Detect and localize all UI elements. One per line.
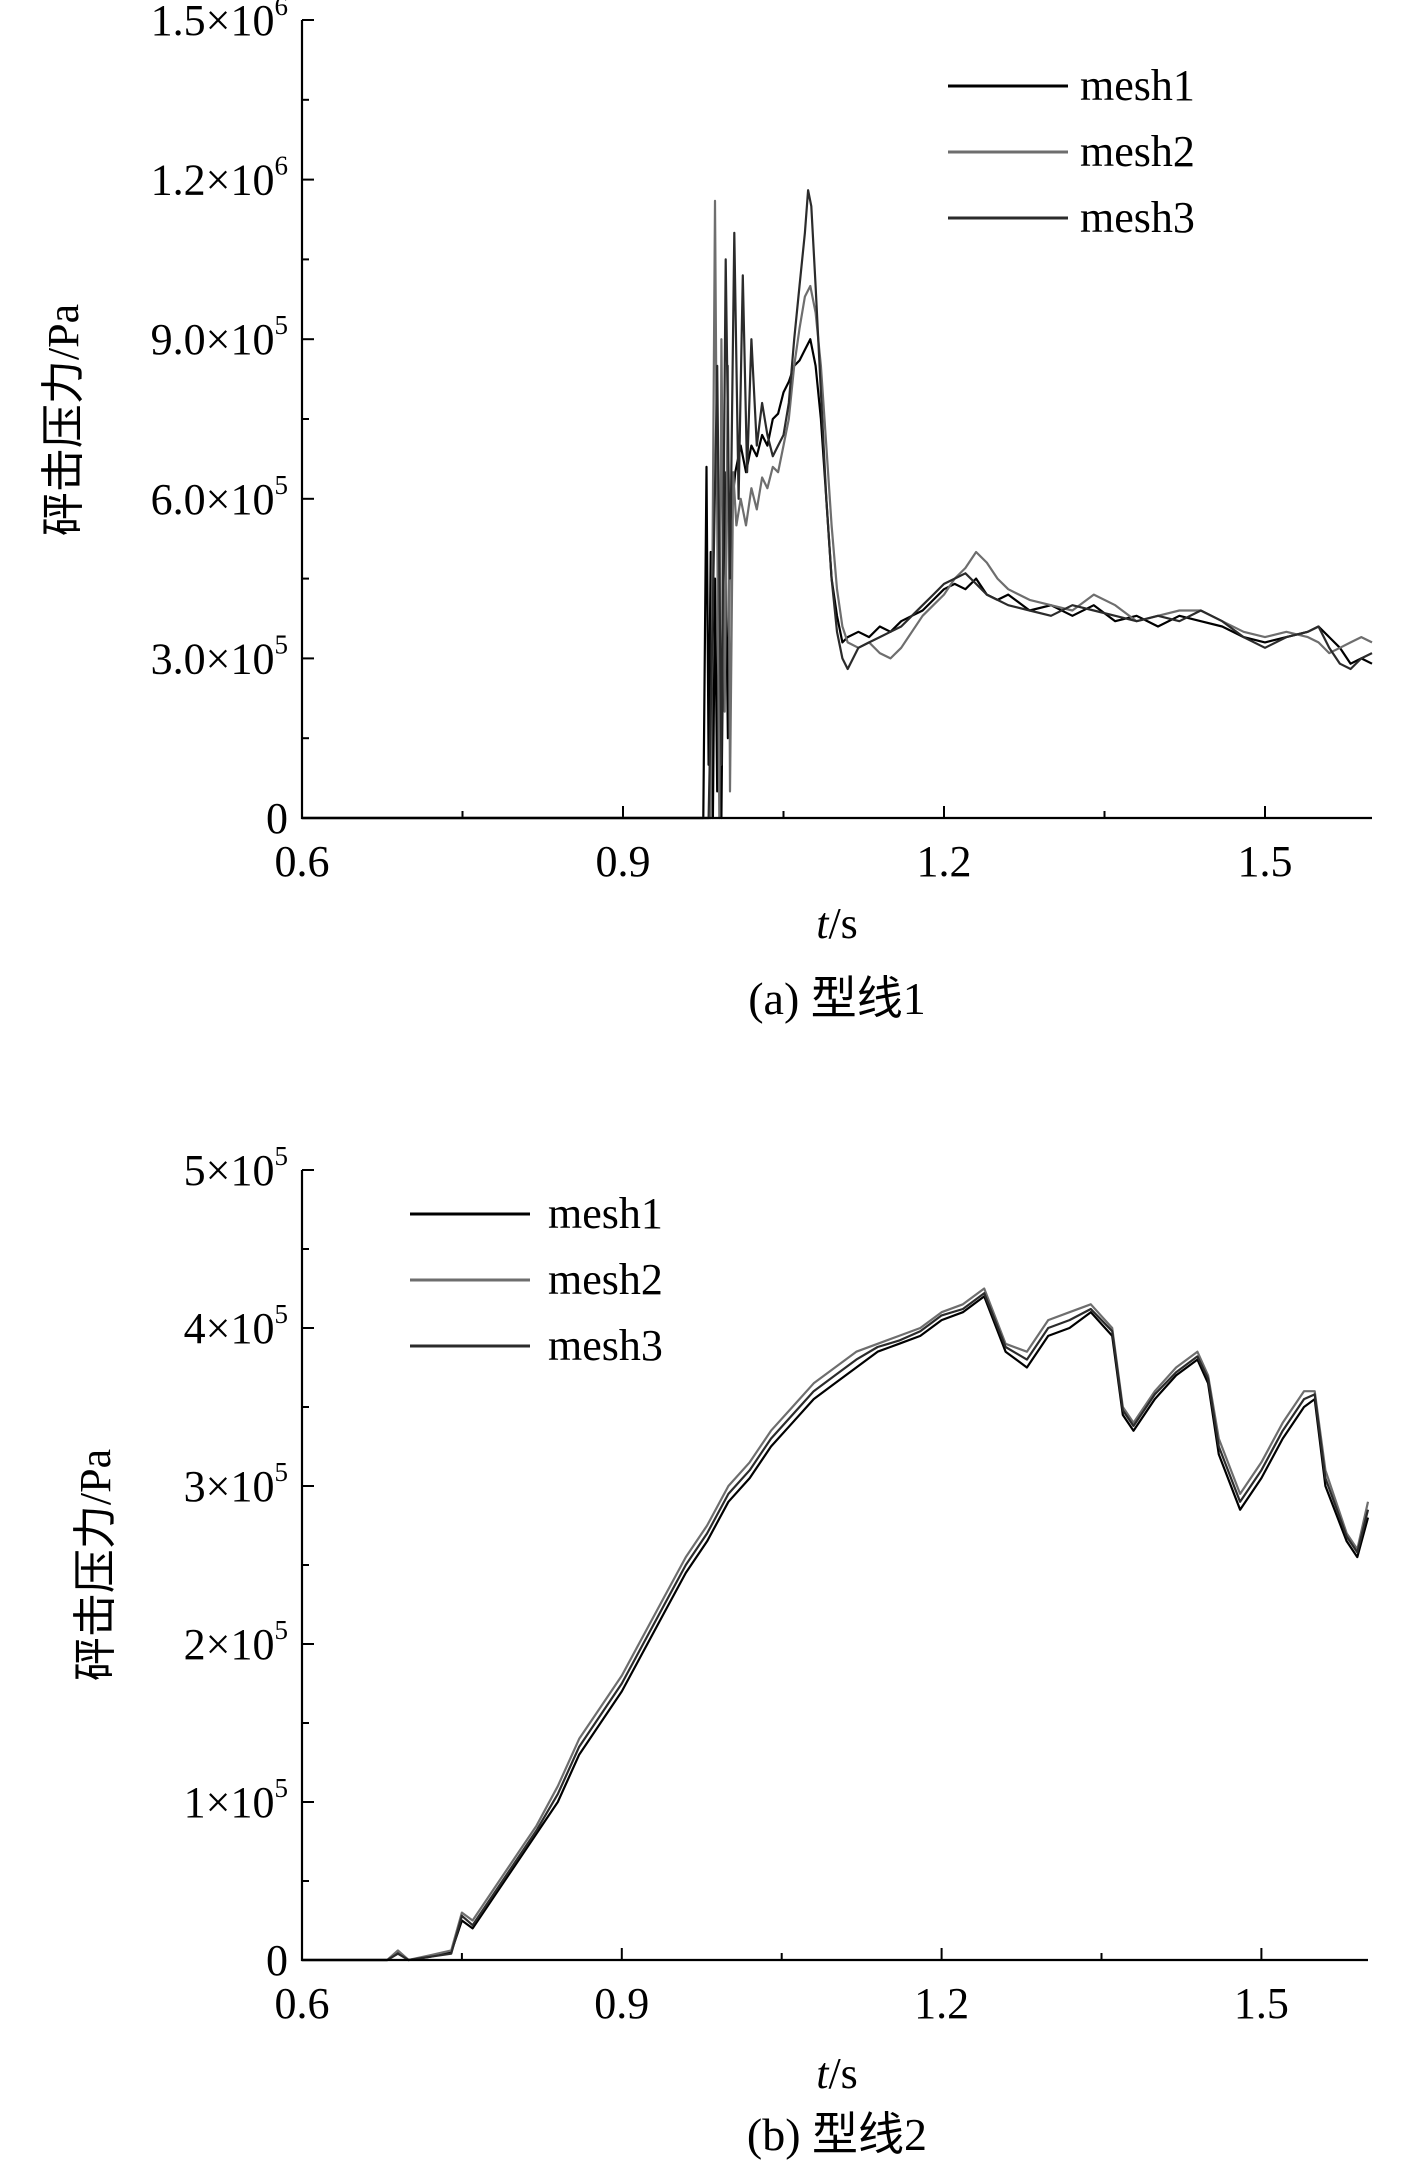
- chart-b-x-tick-label: 0.6: [275, 1979, 330, 2028]
- chart-a-y-tick-label: 1.5×106: [151, 0, 288, 45]
- chart-a-y-tick-label: 6.0×105: [151, 470, 288, 524]
- chart-b-x-axis-label: t/s: [816, 2049, 858, 2098]
- chart-b-caption: (b) 型线2: [747, 2109, 927, 2160]
- chart-a-x-tick-label: 1.2: [917, 837, 972, 886]
- chart-a-legend: mesh1 mesh2 mesh3: [948, 61, 1195, 242]
- chart-a-y-tick-label-base: 1.5×10: [151, 0, 275, 45]
- chart-b-y-tick-label-base: 2×10: [184, 1620, 275, 1669]
- chart-b-x-tick-label: 0.9: [594, 1979, 649, 2028]
- chart-b-y-tick-label-exp: 5: [275, 1773, 289, 1803]
- chart-b-x-axis-label-symbol: t: [816, 2049, 830, 2098]
- chart-a-x-tick-label: 0.6: [275, 837, 330, 886]
- chart-a-legend-label-mesh2: mesh2: [1080, 127, 1195, 176]
- chart-a-x-axis-label-symbol: t: [816, 899, 830, 948]
- chart-a-y-tick-label-base: 1.2×10: [151, 156, 275, 205]
- chart-b-x-tick-label: 1.5: [1234, 1979, 1289, 2028]
- chart-a-y-tick-label-exp: 6: [275, 0, 289, 21]
- chart-b-y-tick-label-exp: 5: [275, 1299, 289, 1329]
- chart-b-y-tick-label-exp: 5: [275, 1457, 289, 1487]
- chart-a: 0.6 0.9 1.2 1.503.0×1056.0×1059.0×1051.2×10…: [39, 0, 1373, 1024]
- chart-b-y-tick-label-base: 5×10: [184, 1146, 275, 1195]
- chart-b-series-mesh1: [302, 1295, 1370, 1962]
- chart-a-axes: [300, 20, 1372, 820]
- chart-a-series-mesh3: [302, 189, 1373, 820]
- chart-b-y-tick-label-exp: 5: [275, 1615, 289, 1645]
- chart-a-x-axis-label: t/s: [816, 899, 858, 948]
- chart-b-y-tick-label: 0: [266, 1936, 288, 1985]
- chart-a-y-axis-label: 砰击压力/Pa: [39, 304, 88, 536]
- chart-a-y-tick-label-exp: 6: [275, 151, 289, 181]
- chart-b-y-tick-label: 1×105: [184, 1773, 288, 1827]
- chart-a-x-tick-label: 0.9: [596, 837, 651, 886]
- chart-b-legend: mesh1 mesh2 mesh3: [410, 1189, 663, 1370]
- chart-a-caption: (a) 型线1: [748, 973, 926, 1024]
- chart-a-legend-label-mesh1: mesh1: [1080, 61, 1195, 110]
- chart-a-y-tick-label: 0: [266, 794, 288, 843]
- chart-b-x-axis-label-unit: /s: [828, 2049, 857, 2098]
- chart-b-legend-label-mesh3: mesh3: [548, 1321, 663, 1370]
- chart-a-series-mesh2: [302, 199, 1373, 820]
- chart-a-y-tick-label-base: 3.0×10: [151, 634, 275, 683]
- chart-a-y-tick-label-base: 0: [266, 794, 288, 843]
- chart-b-y-tick-label-base: 3×10: [184, 1462, 275, 1511]
- chart-b-y-tick-label-base: 1×10: [184, 1778, 275, 1827]
- chart-b-axes: [300, 1170, 1368, 1962]
- chart-a-x-axis-label-unit: /s: [828, 899, 857, 948]
- chart-a-x-tick-label: 1.5: [1238, 837, 1293, 886]
- chart-a-y-tick-label-base: 9.0×10: [151, 315, 275, 364]
- chart-b-legend-label-mesh2: mesh2: [548, 1255, 663, 1304]
- chart-b-y-tick-label-base: 4×10: [184, 1304, 275, 1353]
- chart-b-y-tick-label-base: 0: [266, 1936, 288, 1985]
- chart-b-y-tick-label-exp: 5: [275, 1141, 289, 1171]
- chart-b-y-tick-label: 4×105: [184, 1299, 288, 1353]
- chart-a-ticks: 0.6 0.9 1.2 1.503.0×1056.0×1059.0×1051.2×10…: [151, 0, 1293, 886]
- chart-a-y-tick-label-exp: 5: [275, 629, 289, 659]
- chart-a-y-tick-label-exp: 5: [275, 470, 289, 500]
- chart-a-y-tick-label: 9.0×105: [151, 310, 288, 364]
- chart-b-y-axis-label: 砰击压力/Pa: [71, 1449, 120, 1681]
- chart-b-x-tick-label: 1.2: [914, 1979, 969, 2028]
- chart-a-y-tick-label-base: 6.0×10: [151, 475, 275, 524]
- chart-b-y-tick-label: 2×105: [184, 1615, 288, 1669]
- chart-a-series: [302, 189, 1373, 820]
- chart-b-y-tick-label: 3×105: [184, 1457, 288, 1511]
- chart-b-series: [302, 1287, 1370, 1962]
- chart-b-series-mesh2: [302, 1287, 1370, 1962]
- chart-b-series-mesh3: [302, 1292, 1370, 1962]
- chart-a-y-tick-label: 3.0×105: [151, 629, 288, 683]
- chart-b-legend-label-mesh1: mesh1: [548, 1189, 663, 1238]
- chart-a-y-tick-label: 1.2×106: [151, 151, 288, 205]
- chart-a-y-tick-label-exp: 5: [275, 310, 289, 340]
- chart-a-legend-label-mesh3: mesh3: [1080, 193, 1195, 242]
- chart-b-y-tick-label: 5×105: [184, 1141, 288, 1195]
